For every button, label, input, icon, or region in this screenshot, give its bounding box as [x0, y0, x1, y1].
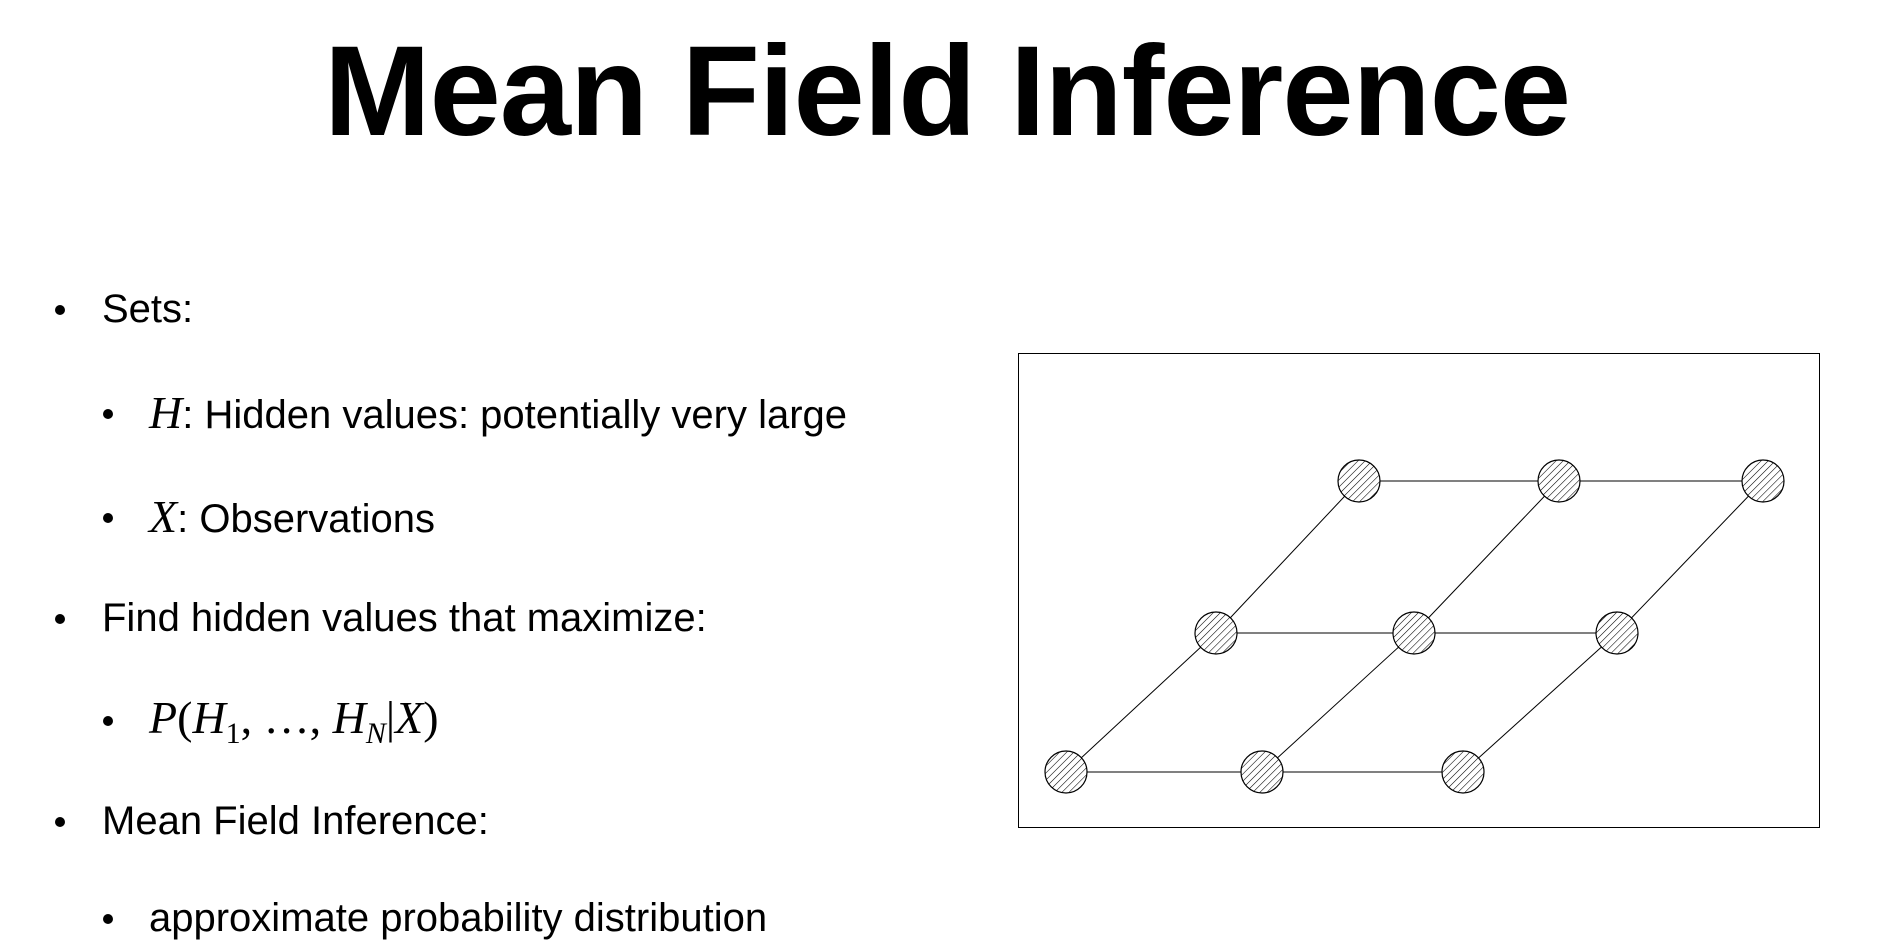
probability-formula: P(H1, …, HN|X) [149, 692, 439, 750]
bullet-dot [103, 409, 113, 419]
bullet-find-hidden: Find hidden values that maximize: [55, 594, 707, 642]
bullet-text: Sets: [102, 287, 194, 331]
bullet-text: approximate probability distribution [149, 896, 768, 940]
node [1240, 750, 1284, 794]
bullet-hidden-values: H: Hidden values: potentially very large [103, 387, 848, 439]
edge [1616, 480, 1764, 634]
bullet-observations: X: Observations [103, 491, 435, 543]
node [1595, 611, 1639, 655]
bullet-text: Find hidden values that maximize: [102, 596, 707, 640]
slide-title: Mean Field Inference [323, 20, 1571, 163]
graph-nodes [1044, 459, 1785, 794]
bullet-dot [55, 614, 65, 624]
graph-edges [1065, 480, 1764, 773]
bullet-approximate: approximate probability distribution [103, 894, 768, 942]
grid-graph-figure [1018, 353, 1820, 828]
bullet-dot [103, 716, 113, 726]
node [1044, 750, 1088, 794]
bullet-mean-field: Mean Field Inference: [55, 797, 489, 845]
node [1741, 459, 1785, 503]
edge [1462, 632, 1618, 773]
node [1392, 611, 1436, 655]
grid-graph [1044, 459, 1785, 794]
node [1537, 459, 1581, 503]
bullet-text: : Hidden values: potentially very large [182, 393, 848, 437]
bullet-text: : Observations [177, 497, 435, 541]
node [1194, 611, 1238, 655]
edge [1215, 480, 1360, 634]
bullet-text: Mean Field Inference: [102, 799, 489, 843]
bullet-sets: Sets: [55, 285, 194, 333]
bullet-formula: P(H1, …, HN|X) [103, 692, 439, 750]
math-variable-x: X [149, 491, 178, 542]
edge [1065, 632, 1217, 773]
bullet-dot [55, 305, 65, 315]
node [1337, 459, 1381, 503]
node [1441, 750, 1485, 794]
edge [1413, 480, 1560, 634]
bullet-dot [55, 817, 65, 827]
bullet-dot [103, 513, 113, 523]
edge [1261, 632, 1415, 773]
bullet-dot [103, 914, 113, 924]
math-variable-h: H [149, 387, 183, 438]
